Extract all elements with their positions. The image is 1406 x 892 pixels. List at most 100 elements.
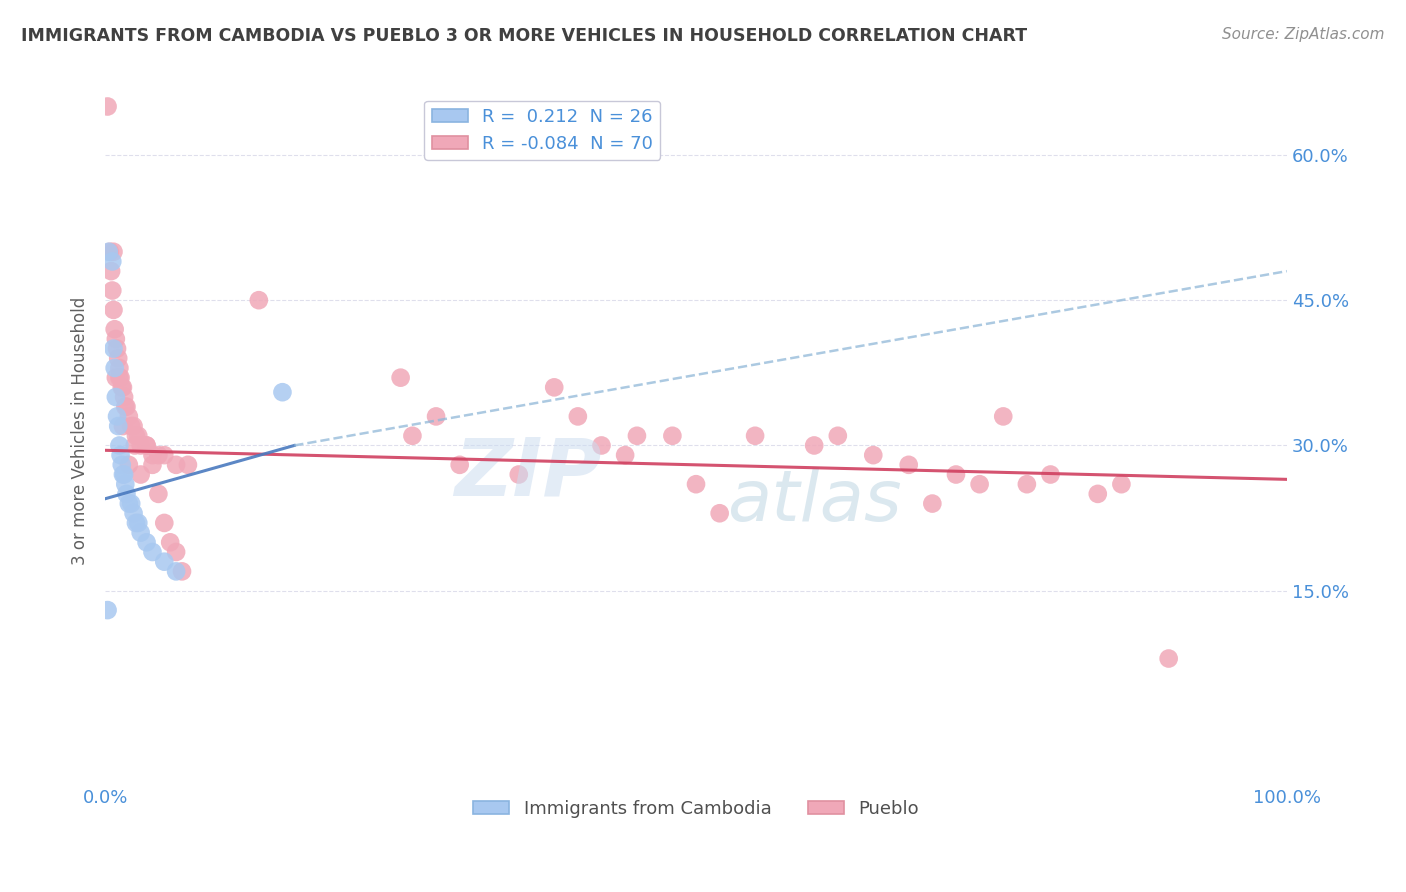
Point <box>120 497 142 511</box>
Y-axis label: 3 or more Vehicles in Household: 3 or more Vehicles in Household <box>72 297 89 565</box>
Point <box>425 409 447 424</box>
Point <box>141 448 163 462</box>
Point <box>104 322 127 336</box>
Point <box>389 370 412 384</box>
Point <box>125 429 148 443</box>
Point <box>153 516 176 530</box>
Point <box>135 438 157 452</box>
Point <box>100 264 122 278</box>
Point <box>993 409 1015 424</box>
Point <box>124 438 146 452</box>
Point <box>108 370 131 384</box>
Point <box>135 438 157 452</box>
Point <box>111 458 134 472</box>
Point <box>105 409 128 424</box>
Point <box>827 429 849 443</box>
Point <box>111 380 134 394</box>
Point <box>141 545 163 559</box>
Text: atlas: atlas <box>727 467 901 536</box>
Point <box>591 438 613 452</box>
Point <box>104 390 127 404</box>
Text: IMMIGRANTS FROM CAMBODIA VS PUEBLO 3 OR MORE VEHICLES IN HOUSEHOLD CORRELATION C: IMMIGRANTS FROM CAMBODIA VS PUEBLO 3 OR … <box>21 27 1028 45</box>
Point <box>148 487 170 501</box>
Point <box>118 409 141 424</box>
Point <box>744 429 766 443</box>
Point <box>1015 477 1038 491</box>
Point <box>108 438 131 452</box>
Point <box>626 429 648 443</box>
Point <box>135 535 157 549</box>
Point <box>508 467 530 482</box>
Point <box>1111 477 1133 491</box>
Point <box>165 545 187 559</box>
Point <box>177 458 200 472</box>
Point <box>685 477 707 491</box>
Point <box>111 467 134 482</box>
Point <box>125 516 148 530</box>
Point <box>543 380 565 394</box>
Point <box>107 351 129 366</box>
Text: Source: ZipAtlas.com: Source: ZipAtlas.com <box>1222 27 1385 42</box>
Point <box>110 370 132 384</box>
Point <box>129 525 152 540</box>
Point <box>103 302 125 317</box>
Point <box>104 361 127 376</box>
Point <box>105 342 128 356</box>
Point <box>101 254 124 268</box>
Point <box>127 516 149 530</box>
Point <box>449 458 471 472</box>
Point <box>122 506 145 520</box>
Point <box>97 99 120 113</box>
Point <box>111 380 134 394</box>
Point <box>114 400 136 414</box>
Point <box>101 284 124 298</box>
Point <box>897 458 920 472</box>
Point <box>129 438 152 452</box>
Point <box>103 244 125 259</box>
Point <box>115 400 138 414</box>
Point <box>103 342 125 356</box>
Point <box>107 419 129 434</box>
Point <box>159 535 181 549</box>
Point <box>661 429 683 443</box>
Point <box>111 419 134 434</box>
Point <box>104 332 127 346</box>
Point <box>104 370 127 384</box>
Point <box>127 429 149 443</box>
Point <box>803 438 825 452</box>
Point <box>170 565 193 579</box>
Point <box>112 390 135 404</box>
Point <box>118 497 141 511</box>
Point <box>110 448 132 462</box>
Point <box>945 467 967 482</box>
Point <box>921 497 943 511</box>
Point <box>98 244 121 259</box>
Point <box>153 555 176 569</box>
Point <box>1039 467 1062 482</box>
Point <box>108 361 131 376</box>
Point <box>969 477 991 491</box>
Point <box>165 565 187 579</box>
Point <box>97 603 120 617</box>
Point <box>148 448 170 462</box>
Point <box>129 467 152 482</box>
Point <box>567 409 589 424</box>
Point <box>122 419 145 434</box>
Point <box>247 293 270 308</box>
Point <box>120 419 142 434</box>
Point <box>114 477 136 491</box>
Point <box>709 506 731 520</box>
Point <box>115 487 138 501</box>
Point <box>271 385 294 400</box>
Point <box>862 448 884 462</box>
Point <box>97 244 120 259</box>
Point <box>141 458 163 472</box>
Point <box>118 458 141 472</box>
Point <box>112 467 135 482</box>
Point <box>614 448 637 462</box>
Legend: Immigrants from Cambodia, Pueblo: Immigrants from Cambodia, Pueblo <box>465 792 927 825</box>
Point <box>1087 487 1109 501</box>
Point <box>1157 651 1180 665</box>
Point <box>165 458 187 472</box>
Point <box>401 429 423 443</box>
